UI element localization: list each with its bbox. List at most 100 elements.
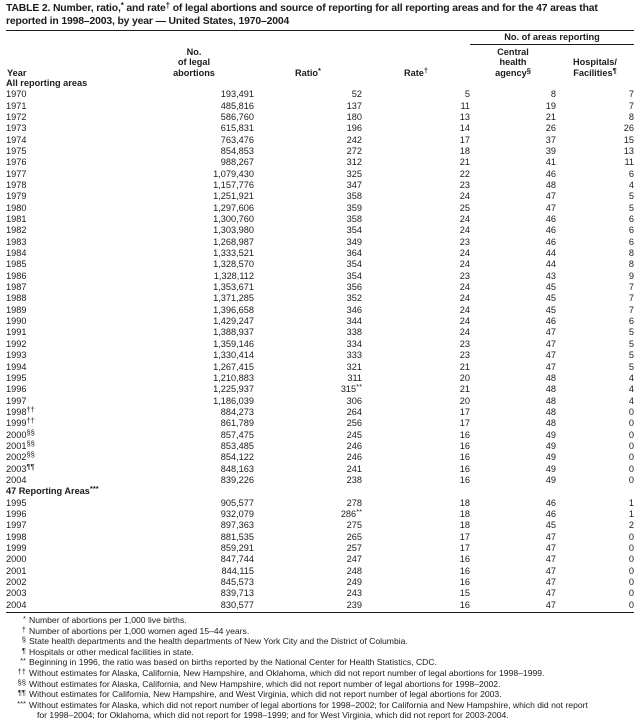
table-row: 2004 839,226 238 16 49 0 xyxy=(6,475,634,486)
cell-ratio: 338 xyxy=(346,327,362,338)
cell-ratio: 352 xyxy=(346,293,362,304)
cell-ratio: 333 xyxy=(346,350,362,361)
table-row: 1998†† 884,273 264 17 48 0 xyxy=(6,404,634,418)
cell-number-of-legal-abortions: 615,831 xyxy=(220,123,254,134)
cell-number-of-legal-abortions: 854,122 xyxy=(220,452,254,463)
footnote-item: *** Without estimates for Alaska, which d… xyxy=(6,700,634,721)
cell-hospitals-facilities: 0 xyxy=(628,463,634,474)
table-row: 1973 615,831 196 14 26 26 xyxy=(6,123,634,134)
cell-hospitals-facilities: 5 xyxy=(628,350,634,361)
title-line-1-b: and rate xyxy=(123,3,166,14)
cell-rate: 23 xyxy=(459,270,470,281)
title-bottom-rule xyxy=(6,30,634,32)
footnote-text: Number of abortions per 1,000 live birth… xyxy=(29,615,187,626)
cell-ratio: 315** xyxy=(340,382,362,395)
cell-number-of-legal-abortions: 845,573 xyxy=(220,577,254,588)
footnote-item: ** Beginning in 1996, the ratio was based… xyxy=(6,657,634,668)
column-header-hospitals-facilities: Hospitals/ Facilities¶ xyxy=(556,47,634,78)
cell-year-footnote-mark: †† xyxy=(26,404,35,414)
cell-hospitals-facilities: 4 xyxy=(628,372,634,383)
cell-central-health-agency: 49 xyxy=(545,429,556,440)
table-body: All reporting areas 1970 193,491 52 5 8 7 1971 4… xyxy=(6,78,634,611)
cell-ratio: 358 xyxy=(346,214,362,225)
table-row: 1995 905,577 278 18 46 1 xyxy=(6,498,634,509)
footnote-marker: ¶¶ xyxy=(17,688,26,698)
cell-year: 1971 xyxy=(6,100,27,111)
cell-number-of-legal-abortions: 1,251,921 xyxy=(213,191,254,202)
cell-hospitals-facilities: 6 xyxy=(628,168,634,179)
cell-rate: 16 xyxy=(459,440,470,451)
cell-number-of-legal-abortions: 861,789 xyxy=(220,418,254,429)
cell-number-of-legal-abortions: 1,297,606 xyxy=(213,202,254,213)
cell-ratio: 247 xyxy=(346,554,362,565)
cell-rate: 17 xyxy=(459,406,470,417)
table-row: 2003 839,713 243 15 47 0 xyxy=(6,588,634,599)
cell-number-of-legal-abortions: 932,079 xyxy=(220,508,254,519)
cell-central-health-agency: 48 xyxy=(545,418,556,429)
cell-rate: 23 xyxy=(459,236,470,247)
cell-year: 1978 xyxy=(6,180,27,190)
footnote-item: †† Without estimates for Alaska, Californ… xyxy=(6,668,634,679)
cell-ratio: 312 xyxy=(346,157,362,168)
cell-number-of-legal-abortions: 1,225,937 xyxy=(213,384,254,395)
cell-number-of-legal-abortions: 884,273 xyxy=(220,406,254,417)
cell-ratio: 344 xyxy=(346,316,362,327)
cell-number-of-legal-abortions: 1,303,980 xyxy=(213,225,254,236)
cell-year: 1997 xyxy=(6,395,27,406)
cell-central-health-agency: 41 xyxy=(545,157,556,168)
column-header-rate-label: Rate xyxy=(403,67,424,78)
table-row: 1981 1,300,760 358 24 46 6 xyxy=(6,214,634,225)
cell-rate: 20 xyxy=(459,395,470,406)
cell-number-of-legal-abortions: 1,328,570 xyxy=(213,259,254,270)
cell-rate: 17 xyxy=(459,531,470,542)
cell-central-health-agency: 8 xyxy=(550,89,556,100)
table-row: 1980 1,297,606 359 25 47 5 xyxy=(6,203,634,214)
cell-ratio: 243 xyxy=(346,588,362,599)
cell-year: 1983 xyxy=(6,236,27,247)
cell-number-of-legal-abortions: 848,163 xyxy=(220,463,254,474)
column-header-hosp-line2: Facilities xyxy=(573,67,613,78)
cell-hospitals-facilities: 26 xyxy=(623,123,634,134)
cell-ratio: 275 xyxy=(346,520,362,531)
footnote-marker: § xyxy=(21,635,26,645)
cell-year-footnote-mark: §§ xyxy=(26,438,35,448)
cell-central-health-agency: 46 xyxy=(545,508,556,519)
cell-year-footnote-mark: §§ xyxy=(26,427,35,437)
table-header: No. of areas reporting Year No. of legal… xyxy=(6,31,634,78)
cell-rate: 17 xyxy=(459,134,470,145)
cell-number-of-legal-abortions: 859,291 xyxy=(220,543,254,553)
cell-rate: 24 xyxy=(459,293,470,304)
cell-central-health-agency: 47 xyxy=(545,191,556,202)
cell-rate: 24 xyxy=(459,259,470,270)
group-header-rule xyxy=(470,43,634,45)
cell-year: 1990 xyxy=(6,316,27,327)
title-sup-dagger: † xyxy=(165,1,170,10)
table-section-heading-row: 47 Reporting Areas*** xyxy=(6,485,634,497)
cell-rate: 22 xyxy=(459,168,470,179)
cell-rate: 24 xyxy=(459,248,470,259)
cell-hospitals-facilities: 6 xyxy=(628,225,634,236)
cell-ratio: 180 xyxy=(346,111,362,122)
cell-number-of-legal-abortions: 1,396,658 xyxy=(213,304,254,315)
cell-ratio: 325 xyxy=(346,168,362,179)
cell-hospitals-facilities: 7 xyxy=(628,282,634,293)
cell-ratio: 257 xyxy=(346,543,362,553)
table-row: 1971 485,816 137 11 19 7 xyxy=(6,101,634,112)
cell-hospitals-facilities: 1 xyxy=(628,497,634,508)
cell-hospitals-facilities: 7 xyxy=(628,100,634,111)
cell-year: 1991 xyxy=(6,327,27,338)
cell-year: 1980 xyxy=(6,202,27,213)
cell-rate: 16 xyxy=(459,452,470,463)
cell-year: 1977 xyxy=(6,168,27,179)
table-row: 1998 881,535 265 17 47 0 xyxy=(6,532,634,543)
cell-number-of-legal-abortions: 1,353,671 xyxy=(213,282,254,293)
table-row: 1988 1,371,285 352 24 45 7 xyxy=(6,293,634,304)
column-header-rate: Rate† xyxy=(362,47,470,78)
cell-year: 1992 xyxy=(6,338,27,349)
table-row: 1983 1,268,987 349 23 46 6 xyxy=(6,237,634,248)
cell-year: 1994 xyxy=(6,361,27,372)
cell-ratio: 242 xyxy=(346,134,362,145)
column-header-central-health-agency: Central health agency§ xyxy=(470,47,556,78)
footnote-marker: *** xyxy=(17,698,26,708)
cell-year: 2001 xyxy=(6,565,27,576)
